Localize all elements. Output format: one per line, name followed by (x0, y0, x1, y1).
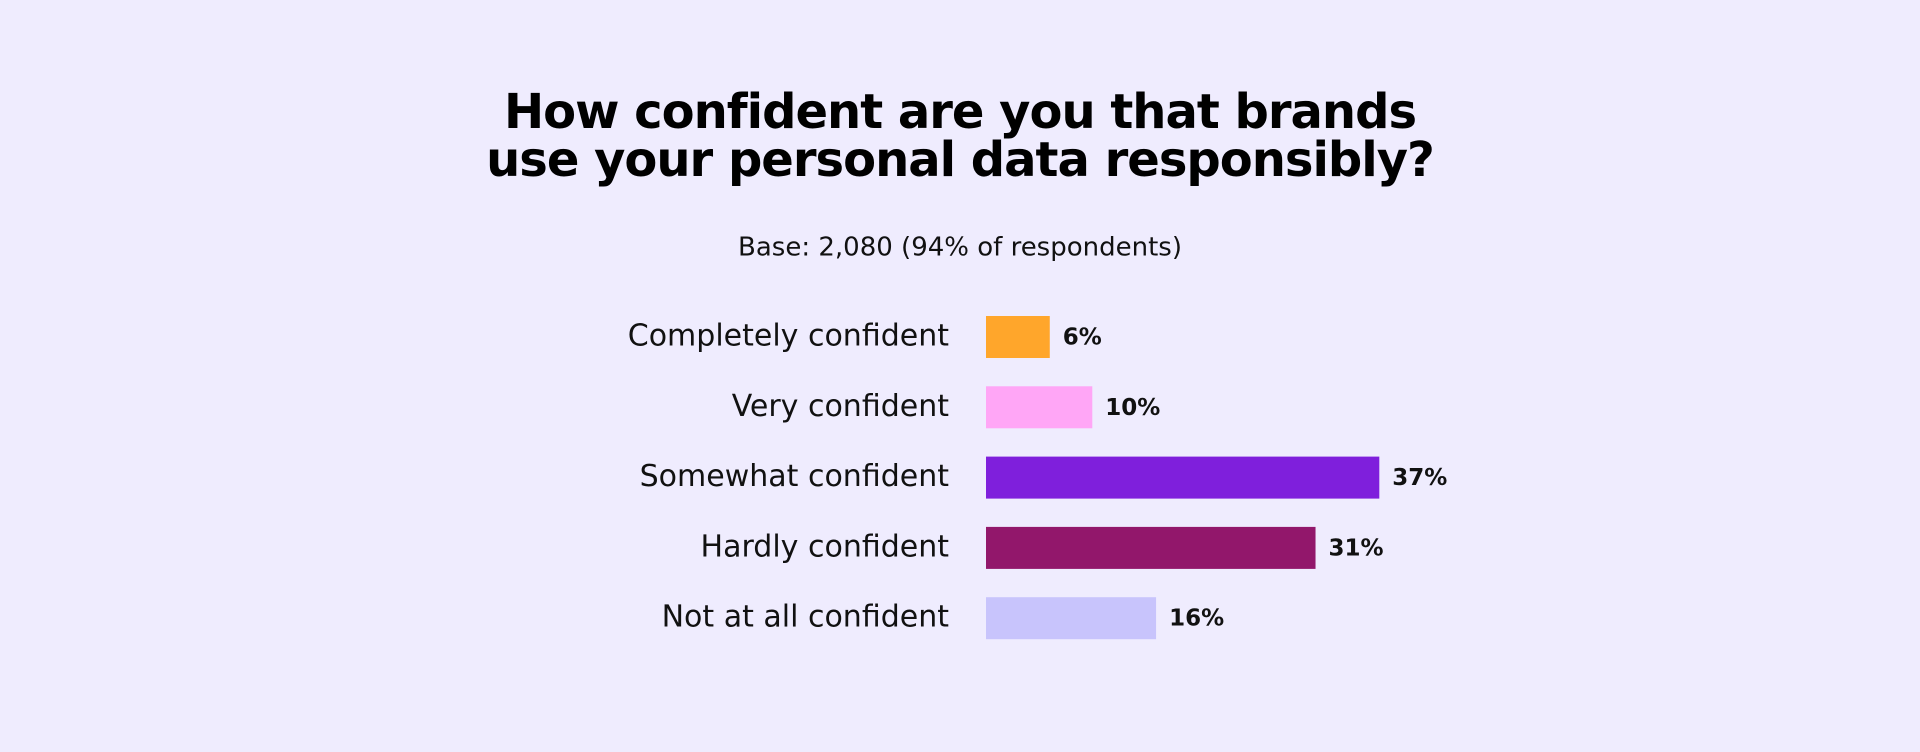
chart-title: How confident are you that brands use yo… (486, 84, 1435, 188)
value-label: 6% (1063, 325, 1102, 351)
category-label: Very confident (732, 389, 950, 424)
chart-subtitle: Base: 2,080 (94% of respondents) (738, 233, 1182, 263)
category-label: Somewhat confident (640, 459, 950, 494)
value-label: 37% (1392, 465, 1447, 491)
bar (986, 456, 1380, 499)
bar (986, 316, 1050, 358)
value-label: 31% (1329, 535, 1384, 561)
category-label: Completely confident (628, 319, 949, 354)
bar (986, 597, 1157, 640)
category-label: Not at all confident (662, 600, 950, 635)
bar (986, 526, 1316, 569)
bar (986, 386, 1093, 429)
value-label: 16% (1169, 606, 1224, 632)
category-label: Hardly confident (701, 529, 950, 564)
value-label: 10% (1105, 395, 1160, 421)
